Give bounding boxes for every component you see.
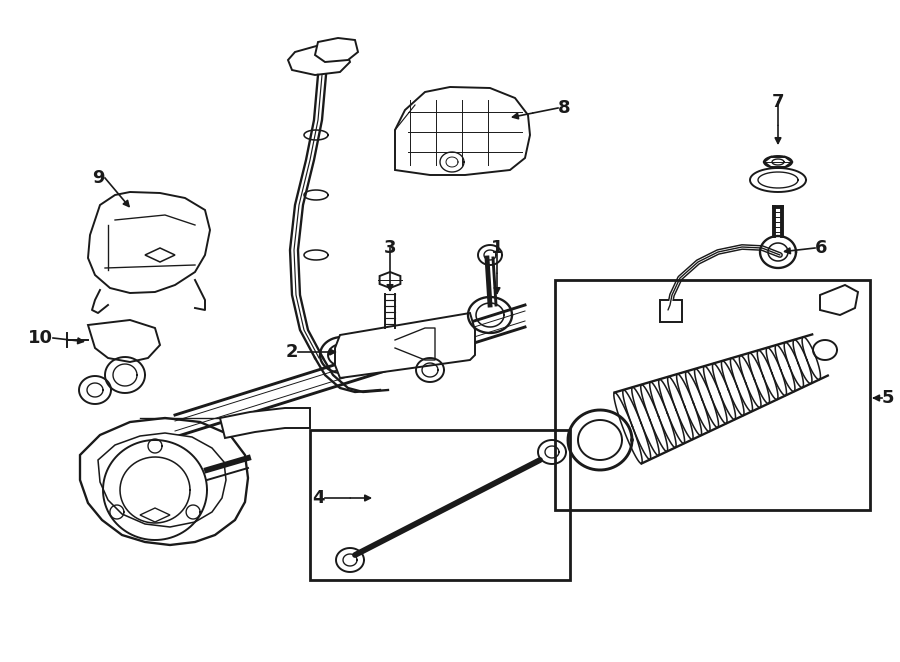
Polygon shape [98,433,226,527]
Polygon shape [380,272,400,288]
Text: 9: 9 [93,169,105,187]
Polygon shape [288,45,350,75]
Bar [310,430,570,580]
Polygon shape [88,192,210,293]
Text: 8: 8 [558,99,571,117]
Bar [555,280,870,510]
Polygon shape [395,87,530,175]
Polygon shape [335,313,475,378]
Text: 1: 1 [491,239,503,257]
Polygon shape [145,248,175,262]
Polygon shape [220,408,310,438]
Text: 6: 6 [815,239,827,257]
Polygon shape [140,508,170,522]
Text: 4: 4 [312,489,325,507]
Text: 5: 5 [882,389,895,407]
Polygon shape [660,300,682,322]
Text: 3: 3 [383,239,396,257]
Polygon shape [820,285,858,315]
Text: 2: 2 [285,343,298,361]
Polygon shape [80,418,248,545]
Text: 7: 7 [772,93,784,111]
Polygon shape [88,320,160,362]
Text: 10: 10 [28,329,53,347]
Polygon shape [315,38,358,62]
